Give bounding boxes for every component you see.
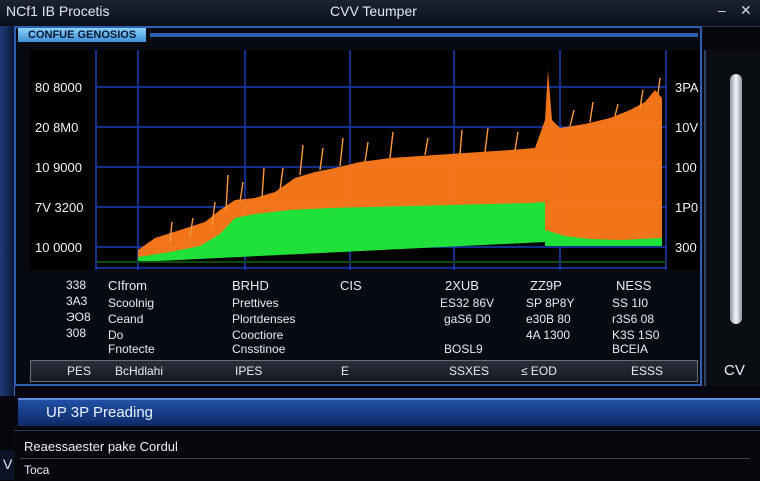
tab-strip [150,33,698,37]
table-cell: Cnsstinoe [232,342,286,356]
status-bar: PES BcHdlahi IPES E SSXES ≤ EOD ESSS [30,360,698,382]
y-label-5: 10 0000 [35,240,82,255]
right-axis-label-2: 10V [675,120,699,135]
status-item-6[interactable]: ≤ EOD [521,364,557,378]
row-label-3: ЭO8 [66,310,91,324]
status-item-1[interactable]: PES [67,364,92,378]
process-table: 338 3A3 ЭO8 308 CIfrom BRHD CIS 2XUB ZZ9… [60,278,680,358]
graph-svg [95,50,667,270]
tab-process-monitor[interactable]: CONFUE GENOSIOS [18,28,147,42]
lower-panel-text: Reaessaester pake Cordul [24,439,178,454]
y-label-4: 7V 3200 [35,200,84,215]
lower-panel-input[interactable]: Toca [24,463,50,477]
table-cell: Plortdenses [232,312,296,326]
bottom-tab[interactable]: UP 3P Preading [18,398,760,426]
table-cell: Scoolnig [108,296,155,310]
app-title: NCf1 IB Procetis [6,3,110,19]
table-cell: Fnotecte [108,342,155,356]
table-cell: e30B 80 [526,312,571,326]
y-label-2: 20 8M0 [35,120,79,135]
right-axis-label-4: 1P0 [675,200,699,215]
right-axis-label-5: 300 [675,240,697,255]
table-cell: gaS6 D0 [444,312,491,326]
left-edge-bottom: V [0,450,14,480]
vertical-meter[interactable] [730,74,742,324]
row-label-1: 338 [66,278,87,292]
left-rail [0,26,15,396]
column-header-6[interactable]: NESS [616,278,652,293]
status-item-7[interactable]: ESSS [631,364,664,378]
table-cell: Prettives [232,296,279,310]
usage-graph: 80 8000 20 8M0 10 9000 7V 3200 10 0000 3… [30,50,700,270]
column-header-5[interactable]: ZZ9P [530,278,562,293]
column-header-2[interactable]: BRHD [232,278,269,293]
lower-panel: Reaessaester pake Cordul Toca [14,430,760,481]
right-meter-panel: CV [704,50,760,386]
row-label-2: 3A3 [66,294,88,308]
lower-divider [20,458,750,459]
table-cell: ES32 86V [440,296,495,310]
bottom-tab-label: UP 3P Preading [46,404,154,421]
meter-label: CV [724,362,745,379]
row-label-4: 308 [66,326,87,340]
table-cell: BOSL9 [444,342,483,356]
table-cell: Cooctiore [232,328,284,342]
status-item-5[interactable]: SSXES [449,364,490,378]
window-title: CVV Teumper [330,3,417,19]
title-bar: NCf1 IB Procetis CVV Teumper – ✕ [0,0,760,27]
table-cell: Do [108,328,124,342]
left-edge-glyph: V [3,456,13,472]
y-label-3: 10 9000 [35,160,82,175]
green-usage-area [138,202,662,262]
table-cell: r3S6 08 [612,312,655,326]
status-item-4[interactable]: E [341,364,350,378]
status-item-2[interactable]: BcHdlahi [115,364,164,378]
table-cell: 4A 1300 [526,328,571,342]
table-cell: K3S 1S0 [612,328,660,342]
status-item-3[interactable]: IPES [235,364,263,378]
right-axis-label-3: 100 [675,160,697,175]
table-cell: BCEIA [612,342,649,356]
close-button[interactable]: ✕ [740,2,752,18]
column-header-4[interactable]: 2XUB [445,278,479,293]
orange-spikes [169,77,661,243]
y-label-1: 80 8000 [35,80,82,95]
right-axis-label-1: 3PA [675,80,699,95]
table-cell: SP 8P8Y [526,296,575,310]
table-cell: SS 1I0 [612,296,649,310]
column-header-3[interactable]: CIS [340,278,362,293]
table-cell: Ceand [108,312,144,326]
column-header-1[interactable]: CIfrom [108,278,147,293]
minimize-button[interactable]: – [718,2,726,18]
